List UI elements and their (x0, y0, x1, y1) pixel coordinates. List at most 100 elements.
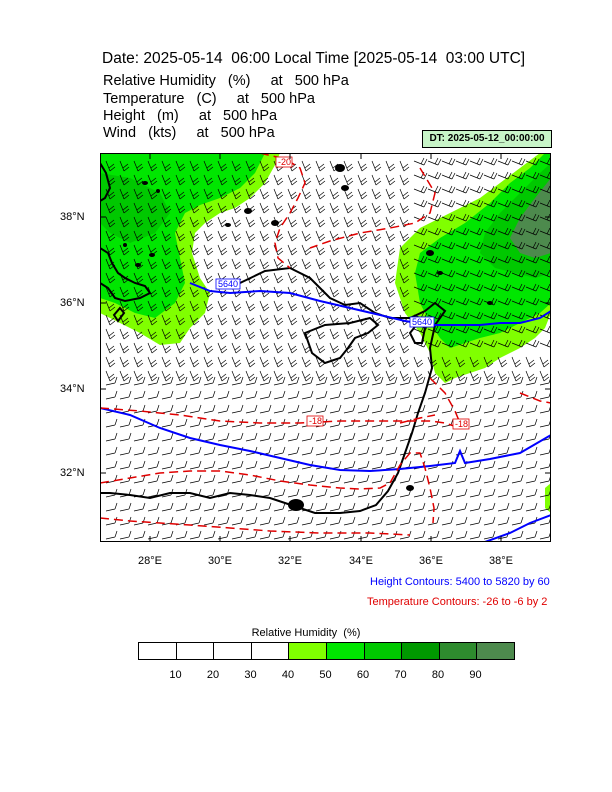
wind-barb (329, 488, 342, 498)
wind-barb (147, 230, 158, 242)
wind-barb (315, 272, 326, 284)
wind-barb (539, 356, 550, 368)
legend-tick-label: 30 (244, 669, 257, 681)
dt-badge: DT: 2025-05-12_00:00:00 (422, 130, 552, 148)
wind-barb (385, 502, 398, 512)
wind-barb (511, 339, 526, 348)
wind-barb (231, 258, 242, 270)
wind-barb (497, 185, 512, 194)
wind-barb (147, 160, 158, 172)
wind-barb (455, 255, 470, 264)
wind-barb (497, 325, 512, 334)
wind-barb (413, 356, 424, 368)
wind-barb (161, 188, 172, 200)
wind-barb (399, 244, 410, 256)
wind-barb (455, 283, 470, 292)
wind-barb (315, 474, 328, 484)
wind-barb (133, 160, 144, 172)
wind-barb (371, 488, 384, 498)
wind-barb (329, 404, 342, 414)
colorbar-segment (401, 643, 439, 659)
wind-barb (483, 418, 496, 428)
wind-barb (343, 272, 354, 284)
wind-barb (105, 160, 116, 172)
wind-barb (231, 404, 244, 414)
wind-barb (441, 390, 454, 400)
wind-barb (483, 390, 496, 400)
wind-barb (315, 160, 326, 172)
wind-barb (315, 174, 326, 186)
wind-barb (525, 356, 536, 368)
wind-barb (483, 213, 498, 222)
wind-barb (371, 474, 384, 484)
wind-barb (329, 376, 342, 386)
wind-barb (231, 174, 242, 186)
wind-barb (469, 185, 484, 194)
wind-barb (525, 376, 538, 386)
wind-barb (203, 202, 214, 214)
wind-barb (161, 244, 172, 256)
wind-barb (469, 339, 484, 348)
wind-barb (385, 272, 396, 284)
wind-barb (133, 328, 144, 340)
wind-barb (245, 530, 258, 540)
wind-barb (119, 370, 130, 382)
wind-barb (189, 174, 200, 186)
wind-barb (287, 300, 298, 312)
wind-barb (231, 516, 244, 526)
wind-barb (245, 314, 256, 326)
wind-barb (203, 160, 214, 172)
wind-barb (511, 157, 526, 166)
wind-barb (175, 300, 186, 312)
wind-barb (315, 370, 326, 382)
wind-barb (189, 300, 200, 312)
wind-barb (273, 446, 286, 456)
wind-barb (497, 370, 508, 382)
wind-barb (259, 376, 272, 386)
wind-barb (259, 258, 270, 270)
wind-barb (273, 272, 284, 284)
wind-barb (105, 342, 116, 354)
wind-barb (245, 376, 258, 386)
wind-barb (483, 241, 498, 250)
wind-barb (399, 328, 410, 340)
wind-barb (175, 160, 186, 172)
wind-barb (371, 356, 382, 368)
wind-barb (217, 404, 230, 414)
wind-barb (469, 227, 484, 236)
wind-barb (119, 418, 132, 428)
wind-barb (259, 328, 270, 340)
variable-wind: Wind (kts) at 500 hPa (103, 125, 275, 141)
wind-barb (133, 230, 144, 242)
wind-barb (175, 244, 186, 256)
wind-barb (497, 390, 510, 400)
wind-barb (511, 199, 526, 208)
wind-barb (301, 376, 314, 386)
wind-barb (441, 474, 454, 484)
wind-barb (273, 376, 286, 386)
wind-barb (287, 244, 298, 256)
wind-barb (105, 446, 118, 456)
wind-barb (385, 376, 398, 386)
wind-barb (525, 241, 540, 250)
wind-barb (399, 516, 412, 526)
wind-barb (175, 370, 186, 382)
wind-barb (497, 460, 510, 470)
wind-barb (231, 230, 242, 242)
wind-barb (287, 328, 298, 340)
wind-barb (315, 376, 328, 386)
wind-barb (497, 488, 510, 498)
wind-barb (175, 286, 186, 298)
wind-barb (189, 342, 200, 354)
wind-barb (315, 502, 328, 512)
wind-barb (427, 185, 442, 194)
wind-barb (357, 460, 370, 470)
wind-barb (259, 404, 272, 414)
wind-barb (483, 157, 498, 166)
wind-barb (469, 376, 482, 386)
wind-barb (329, 446, 342, 456)
wind-barb (497, 241, 512, 250)
wind-barb (511, 171, 526, 180)
wind-barb (273, 300, 284, 312)
wind-barb (119, 502, 132, 512)
